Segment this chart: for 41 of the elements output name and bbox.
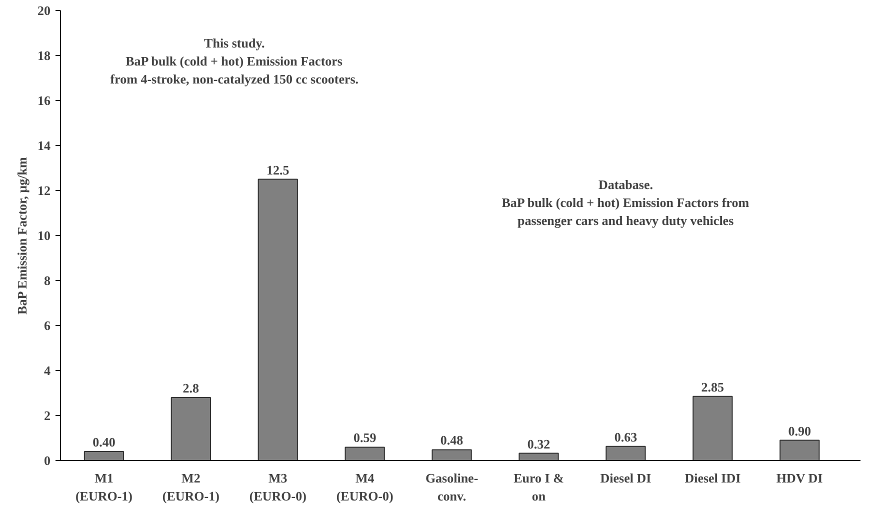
bar xyxy=(432,449,472,460)
bar xyxy=(518,452,559,460)
data-label: 0.63 xyxy=(614,429,638,444)
data-label: 2.8 xyxy=(182,380,200,396)
x-tick-label: M1 (EURO-1) xyxy=(75,470,132,504)
x-tick-label: M2 (EURO-1) xyxy=(162,470,220,504)
x-tick-label: HDV DI xyxy=(776,470,823,486)
x-tick-label: Euro I & on xyxy=(514,470,564,504)
y-axis-title: BaP Emission Factor, µg/km xyxy=(14,157,30,314)
bar xyxy=(780,440,820,460)
y-tick-label: 18 xyxy=(38,48,51,63)
data-label: 12.5 xyxy=(266,162,290,178)
bar xyxy=(170,397,211,460)
data-label: 0.48 xyxy=(440,432,464,448)
y-tick-label: 8 xyxy=(44,273,51,288)
data-label: 2.85 xyxy=(701,379,725,394)
y-tick-label: 14 xyxy=(38,138,51,153)
y-tick-label: 6 xyxy=(44,318,51,333)
annotation: Database. BaP bulk (cold + hot) Emission Factors from passenger cars and heavy duty vehicles xyxy=(502,177,750,228)
data-label: 0.59 xyxy=(353,430,377,446)
x-tick-label: Diesel IDI xyxy=(684,470,741,486)
bar xyxy=(258,178,298,460)
y-tick-label: 4 xyxy=(44,363,51,378)
y-tick-label: 20 xyxy=(38,3,50,18)
y-tick-label: 10 xyxy=(38,228,50,243)
bar xyxy=(606,446,646,460)
y-tick-label: 12 xyxy=(38,183,50,198)
x-tick-label: M3 (EURO-0) xyxy=(249,470,306,504)
data-label: 0.40 xyxy=(92,434,116,450)
y-tick-label: 16 xyxy=(38,93,51,108)
data-label: 0.90 xyxy=(788,423,812,438)
bar xyxy=(344,446,385,460)
bar xyxy=(692,396,733,460)
x-tick-label: M4 (EURO-0) xyxy=(336,470,394,504)
annotation: This study. BaP bulk (cold + hot) Emission Factors from 4-stroke, non-catalyzed 150 cc scooters. xyxy=(110,35,359,86)
bar xyxy=(84,451,124,460)
y-tick-label: 0 xyxy=(44,453,50,468)
x-tick-label: Gasoline- conv. xyxy=(425,470,478,504)
x-tick-label: Diesel DI xyxy=(600,470,652,486)
y-tick-label: 2 xyxy=(44,408,50,423)
data-label: 0.32 xyxy=(527,436,550,452)
